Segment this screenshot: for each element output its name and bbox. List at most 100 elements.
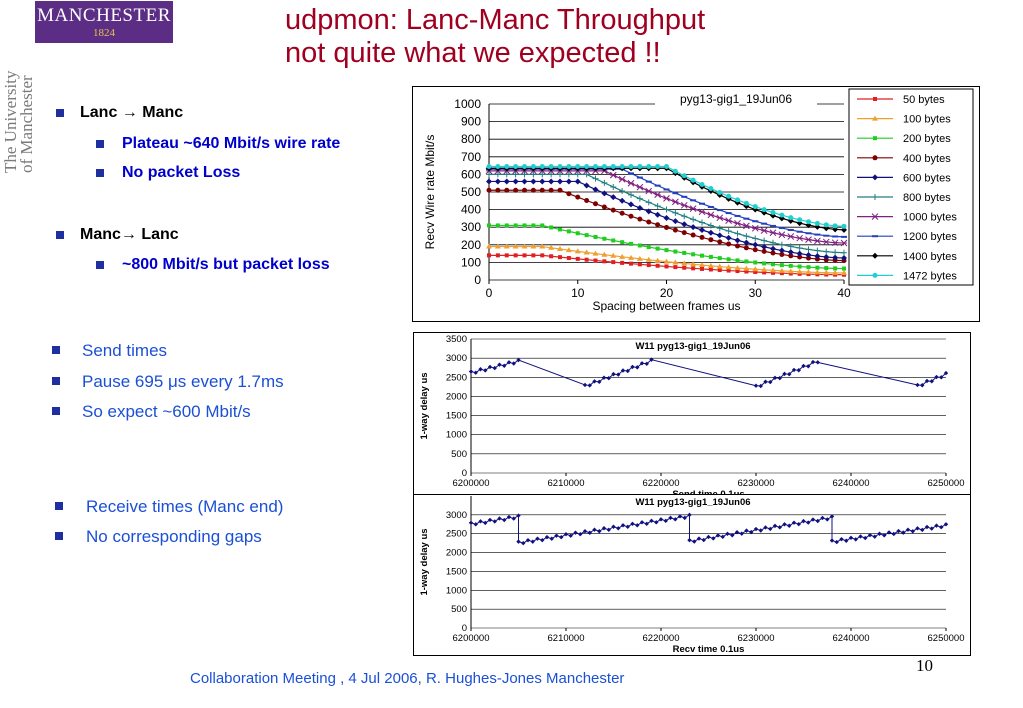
data-point — [787, 523, 792, 528]
data-point — [822, 238, 830, 246]
bullet-no-loss: No packet Loss — [96, 164, 240, 182]
data-point — [791, 520, 797, 525]
data-point — [628, 191, 634, 198]
data-point — [672, 218, 679, 225]
data-point — [644, 361, 649, 366]
data-point — [788, 263, 793, 268]
legend-marker — [872, 115, 878, 121]
data-point — [763, 379, 768, 384]
bullet-square-icon — [96, 261, 104, 269]
y-tick-label: 100 — [461, 255, 481, 269]
data-point — [761, 266, 768, 272]
data-point — [744, 269, 749, 274]
data-point — [540, 253, 545, 258]
data-point — [492, 365, 497, 371]
data-point — [844, 538, 849, 543]
data-point — [609, 171, 617, 179]
data-point — [531, 223, 536, 228]
data-point — [682, 265, 687, 270]
data-point — [574, 248, 581, 254]
data-point — [681, 173, 687, 179]
bullet-plateau: Plateau ~640 Mbit/s wire rate — [96, 135, 340, 153]
data-point — [601, 179, 608, 186]
legend-box — [848, 88, 974, 286]
data-point — [778, 231, 786, 239]
data-point — [554, 533, 559, 538]
data-point — [901, 530, 906, 535]
data-point — [672, 227, 678, 233]
x-tick-label: 6230000 — [738, 633, 775, 644]
data-point — [699, 181, 705, 187]
data-point — [734, 237, 741, 244]
data-point — [814, 269, 821, 275]
data-point — [832, 223, 838, 229]
y-tick-label: 500 — [451, 449, 467, 460]
data-point — [698, 208, 706, 216]
data-point — [658, 517, 664, 522]
data-point — [654, 184, 661, 187]
data-point — [601, 375, 607, 380]
data-point — [735, 197, 740, 203]
data-point — [539, 187, 545, 193]
logo-name: MANCHESTER — [37, 5, 171, 26]
data-point — [548, 171, 555, 178]
data-point — [611, 524, 616, 529]
data-point — [568, 533, 573, 538]
data-point — [841, 223, 847, 229]
data-point — [805, 269, 812, 275]
data-point — [841, 249, 847, 256]
data-point — [597, 379, 602, 385]
data-point — [565, 171, 572, 178]
legend-marker — [873, 136, 877, 141]
data-point — [557, 163, 563, 169]
y-tick-label: 600 — [461, 167, 481, 181]
data-point — [752, 204, 758, 210]
y-tick-label: 1000 — [446, 430, 467, 441]
data-point — [503, 243, 510, 249]
y-tick-label: 1000 — [446, 585, 467, 596]
data-point — [739, 531, 744, 536]
data-point — [752, 247, 758, 253]
university-wordmark: The University of Manchester — [1, 23, 36, 173]
data-point — [872, 534, 877, 539]
data-point — [832, 235, 839, 238]
data-point — [787, 371, 792, 377]
data-point — [663, 188, 670, 191]
x-tick-label: 6210000 — [548, 478, 585, 489]
data-point — [779, 271, 784, 276]
data-point — [734, 219, 741, 227]
x-tick-label: 6220000 — [643, 633, 680, 644]
data-point — [506, 360, 512, 365]
data-point — [696, 536, 702, 541]
data-point — [628, 213, 634, 219]
data-point — [584, 233, 589, 238]
data-point — [511, 361, 516, 366]
bullet-manc-lanc: Manc→ Lanc — [56, 226, 179, 244]
data-point — [516, 539, 521, 544]
legend-label: 800 bytes — [903, 192, 951, 204]
data-point — [734, 264, 741, 270]
x-tick-label: 0 — [486, 286, 493, 300]
data-point — [610, 183, 617, 190]
legend-marker — [872, 155, 878, 161]
data-point — [625, 368, 630, 374]
footer-text: Collaboration Meeting , 4 Jul 2006, R. H… — [190, 670, 625, 687]
data-point — [823, 248, 830, 255]
data-point — [915, 382, 920, 388]
bullet-lanc-manc: Lanc → Manc — [56, 104, 183, 122]
data-point — [752, 235, 759, 242]
chart-title: pyg13-gig1_19Jun06 — [680, 92, 792, 106]
data-point — [796, 368, 801, 373]
data-point — [771, 270, 775, 275]
chart-title: W11 pyg13-gig1_19Jun06 — [635, 497, 750, 508]
data-point — [645, 187, 653, 195]
data-point — [815, 518, 820, 524]
data-point — [486, 178, 492, 185]
data-point — [801, 363, 806, 369]
data-point — [762, 270, 767, 275]
data-point — [483, 368, 488, 373]
data-point — [644, 521, 649, 527]
data-point — [664, 248, 669, 253]
data-point — [636, 183, 644, 191]
data-point — [796, 250, 803, 257]
